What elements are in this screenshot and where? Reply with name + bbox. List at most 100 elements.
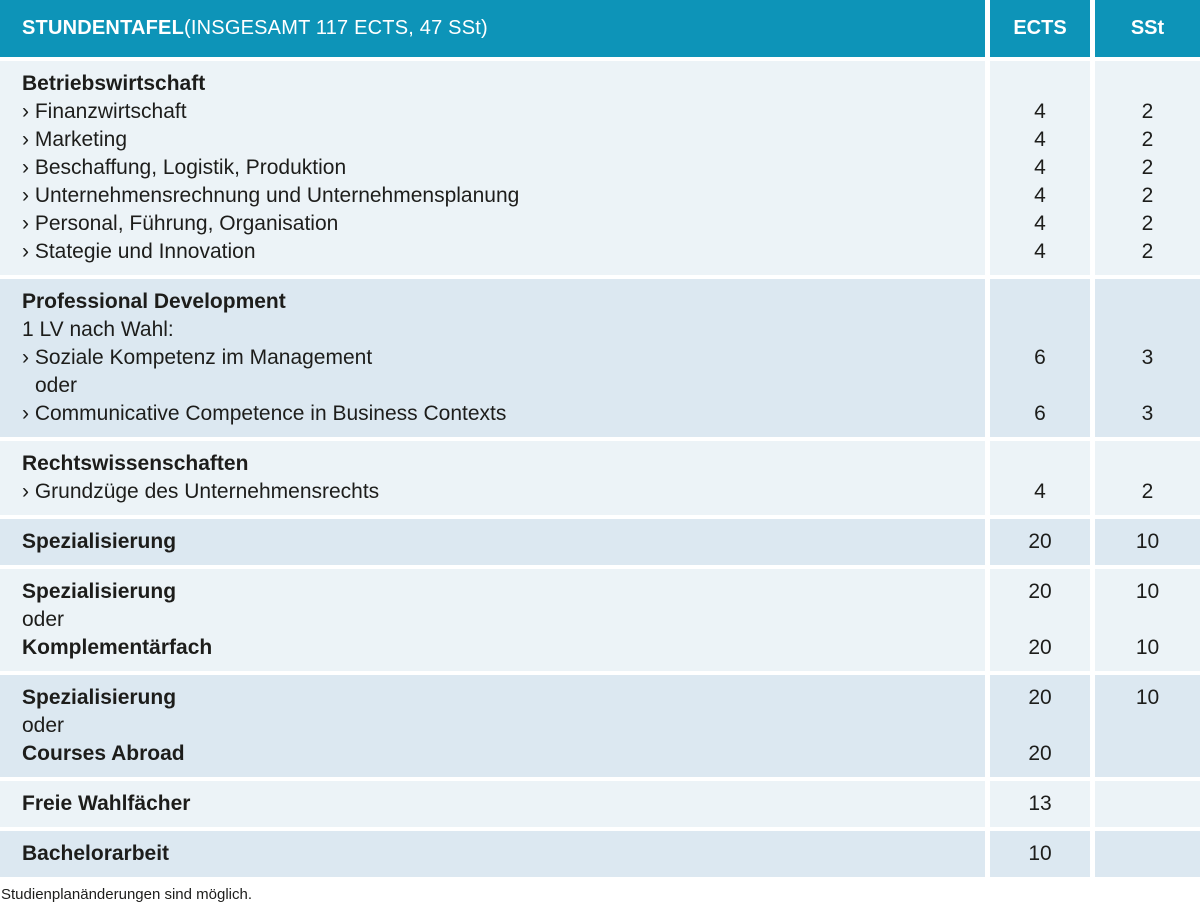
row-label: › Beschaffung, Logistik, Produktion (22, 156, 347, 179)
sst-column: 10 (1095, 675, 1200, 777)
column-header-ects: ECTS (990, 0, 1090, 57)
ects-column: 10 (990, 831, 1090, 877)
ects-value (990, 316, 1090, 344)
column-header-sst: SSt (1095, 0, 1200, 57)
row-label: Spezialisierung (22, 530, 177, 553)
ects-value (990, 372, 1090, 400)
ects-value: 20 (1028, 686, 1052, 709)
subject-column: Bachelorarbeit (0, 831, 985, 877)
sst-column: 10 10 (1095, 569, 1200, 671)
sst-value: 2 (1141, 240, 1154, 263)
row-label: › Soziale Kompetenz im Management (22, 346, 373, 369)
row-label: Professional Development (22, 290, 286, 313)
sst-value: 10 (1135, 580, 1160, 603)
ects-column: 4 4 4 4 4 4 (990, 61, 1090, 275)
ects-value: 13 (1028, 792, 1052, 815)
sst-column: 2 (1095, 441, 1200, 515)
table-title: STUNDENTAFEL (INSGESAMT 117 ECTS, 47 SSt… (0, 0, 985, 57)
sst-value (1095, 606, 1200, 634)
sst-value: 2 (1141, 100, 1154, 123)
ects-value: 4 (1034, 184, 1046, 207)
row-label: oder (22, 714, 65, 737)
table-title-subtitle: (INSGESAMT 117 ECTS, 47 SSt) (184, 17, 488, 39)
row-label: › Communicative Competence in Business C… (22, 402, 507, 425)
subject-column: Spezialisierung oder Courses Abroad (0, 675, 985, 777)
sst-value: 3 (1141, 346, 1154, 369)
subject-column: Betriebswirtschaft › Finanzwirtschaft › Ma… (0, 61, 985, 275)
sst-column (1095, 781, 1200, 827)
ects-value (990, 450, 1090, 478)
sst-value (1095, 790, 1200, 818)
subject-column: Spezialisierung (0, 519, 985, 565)
subject-column: Professional Development 1 LV nach Wahl: ›… (0, 279, 985, 437)
ects-column: 4 (990, 441, 1090, 515)
ects-value (990, 712, 1090, 740)
table-section: Betriebswirtschaft › Finanzwirtschaft › Ma… (0, 61, 1200, 275)
ects-value: 20 (1028, 636, 1052, 659)
sst-value: 2 (1141, 184, 1154, 207)
ects-column: 20 20 (990, 569, 1090, 671)
ects-value (990, 288, 1090, 316)
sst-value: 2 (1141, 480, 1154, 503)
row-label: Freie Wahlfächer (22, 792, 191, 815)
row-label: oder (35, 374, 78, 397)
sst-value (1095, 372, 1200, 400)
ects-value: 4 (1034, 128, 1046, 151)
subject-column: Spezialisierung oder Komplementärfach (0, 569, 985, 671)
row-label: Courses Abroad (22, 742, 185, 765)
row-label: Spezialisierung (22, 580, 177, 603)
ects-value: 6 (1034, 402, 1046, 425)
ects-value: 6 (1034, 346, 1046, 369)
sst-value: 2 (1141, 128, 1154, 151)
sst-value: 2 (1141, 212, 1154, 235)
sst-value: 10 (1135, 686, 1160, 709)
sst-value (1095, 288, 1200, 316)
sst-column: 10 (1095, 519, 1200, 565)
sst-value (1095, 70, 1200, 98)
table-body: Betriebswirtschaft › Finanzwirtschaft › Ma… (0, 61, 1200, 877)
ects-value: 4 (1034, 240, 1046, 263)
ects-value: 4 (1034, 212, 1046, 235)
ects-column: 20 (990, 519, 1090, 565)
table-section: Spezialisierung 20 10 (0, 519, 1200, 565)
sst-column: 2 2 2 2 2 2 (1095, 61, 1200, 275)
row-label: › Personal, Führung, Organisation (22, 212, 339, 235)
row-label: › Unternehmensrechnung und Unternehmensp… (22, 184, 520, 207)
ects-value: 4 (1034, 156, 1046, 179)
table-title-main: STUNDENTAFEL (22, 17, 185, 39)
subject-column: Rechtswissenschaften › Grundzüge des Unte… (0, 441, 985, 515)
ects-value: 20 (1028, 530, 1052, 553)
ects-value: 20 (1028, 580, 1052, 603)
ects-value: 4 (1034, 480, 1046, 503)
row-label: Betriebswirtschaft (22, 72, 206, 95)
row-label: › Grundzüge des Unternehmensrechts (22, 480, 380, 503)
sst-value (1095, 450, 1200, 478)
sst-value (1095, 712, 1200, 740)
table-section: Freie Wahlfächer 13 (0, 781, 1200, 827)
ects-value: 20 (1028, 742, 1052, 765)
row-label: oder (22, 608, 65, 631)
table-section: Spezialisierung oder Komplementärfach 20 20 1… (0, 569, 1200, 671)
row-label: › Finanzwirtschaft (22, 100, 187, 123)
table-section: Spezialisierung oder Courses Abroad 20 20 10 (0, 675, 1200, 777)
sst-value: 2 (1141, 156, 1154, 179)
table-section: Rechtswissenschaften › Grundzüge des Unte… (0, 441, 1200, 515)
ects-column: 13 (990, 781, 1090, 827)
sst-column (1095, 831, 1200, 877)
sst-value (1095, 316, 1200, 344)
subject-column: Freie Wahlfächer (0, 781, 985, 827)
row-label: Bachelorarbeit (22, 842, 170, 865)
table-header: STUNDENTAFEL (INSGESAMT 117 ECTS, 47 SSt… (0, 0, 1200, 57)
ects-value (990, 606, 1090, 634)
row-label: Spezialisierung (22, 686, 177, 709)
table-section: Professional Development 1 LV nach Wahl: ›… (0, 279, 1200, 437)
row-label: › Stategie und Innovation (22, 240, 256, 263)
ects-column: 20 20 (990, 675, 1090, 777)
ects-value (990, 70, 1090, 98)
sst-value (1095, 840, 1200, 868)
row-label: Rechtswissenschaften (22, 452, 249, 475)
row-label: Komplementärfach (22, 636, 213, 659)
